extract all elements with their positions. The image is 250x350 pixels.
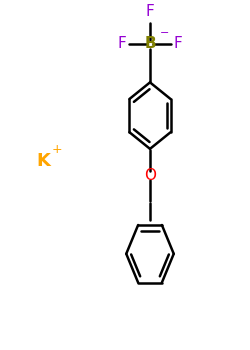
Text: F: F <box>174 36 182 51</box>
Text: +: + <box>52 144 62 156</box>
Text: K: K <box>37 152 51 170</box>
Text: F: F <box>118 36 126 51</box>
Text: B: B <box>144 36 156 51</box>
Text: −: − <box>160 28 169 38</box>
Text: O: O <box>144 168 156 183</box>
Text: F: F <box>146 5 154 19</box>
